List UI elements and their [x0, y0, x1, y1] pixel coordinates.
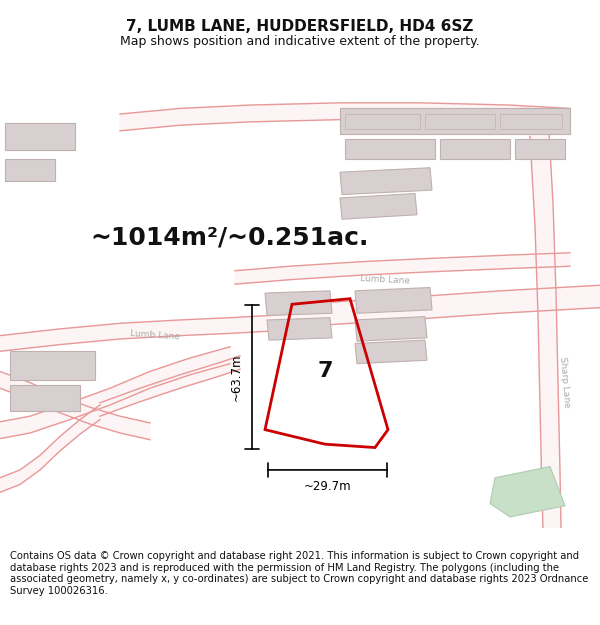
Polygon shape — [440, 139, 510, 159]
Polygon shape — [265, 291, 332, 316]
Polygon shape — [0, 405, 100, 492]
Text: Lumb Lane: Lumb Lane — [130, 329, 180, 342]
Text: Contains OS data © Crown copyright and database right 2021. This information is : Contains OS data © Crown copyright and d… — [10, 551, 589, 596]
Polygon shape — [340, 168, 432, 194]
Polygon shape — [235, 253, 570, 284]
Text: ~1014m²/~0.251ac.: ~1014m²/~0.251ac. — [91, 225, 369, 249]
Polygon shape — [500, 114, 562, 129]
Polygon shape — [10, 385, 80, 411]
Text: Map shows position and indicative extent of the property.: Map shows position and indicative extent… — [120, 35, 480, 48]
Polygon shape — [340, 108, 570, 134]
Polygon shape — [490, 467, 565, 517]
Polygon shape — [340, 194, 417, 219]
Text: Lumb Lane: Lumb Lane — [360, 274, 410, 286]
Polygon shape — [300, 285, 600, 327]
Text: 7, LUMB LANE, HUDDERSFIELD, HD4 6SZ: 7, LUMB LANE, HUDDERSFIELD, HD4 6SZ — [127, 19, 473, 34]
Polygon shape — [0, 371, 150, 440]
Polygon shape — [345, 114, 420, 129]
Text: Sharp Lane: Sharp Lane — [558, 357, 572, 409]
Polygon shape — [5, 123, 75, 150]
Text: ~63.7m: ~63.7m — [229, 353, 242, 401]
Polygon shape — [267, 318, 332, 340]
Polygon shape — [345, 139, 435, 159]
Polygon shape — [120, 103, 570, 131]
Polygon shape — [530, 114, 561, 528]
Polygon shape — [355, 317, 427, 341]
Polygon shape — [515, 139, 565, 159]
Polygon shape — [0, 312, 320, 351]
Polygon shape — [510, 108, 548, 134]
Polygon shape — [10, 351, 95, 381]
Polygon shape — [100, 356, 240, 416]
Polygon shape — [0, 347, 230, 439]
Polygon shape — [355, 340, 427, 364]
Polygon shape — [425, 114, 495, 129]
Polygon shape — [355, 288, 432, 313]
Polygon shape — [5, 159, 55, 181]
Text: ~29.7m: ~29.7m — [304, 480, 352, 493]
Text: 7: 7 — [317, 361, 333, 381]
